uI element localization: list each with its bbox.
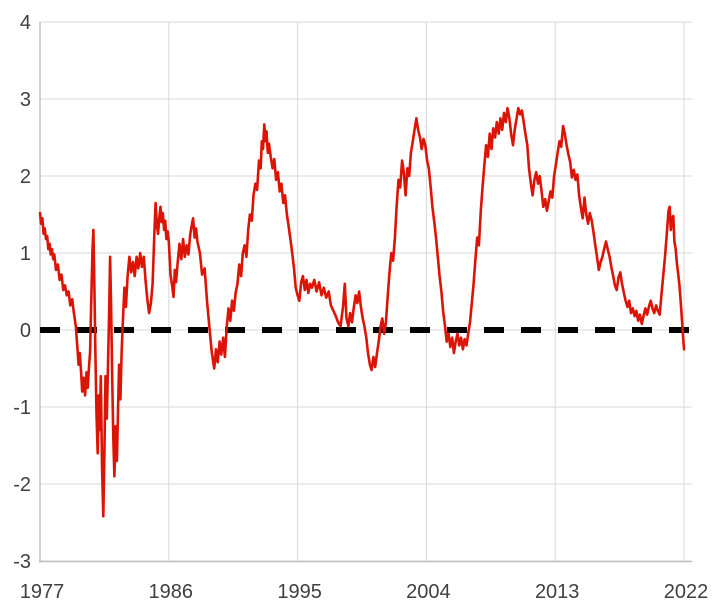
y-tick-label: 1 <box>20 243 31 265</box>
x-tick-label: 1995 <box>277 581 322 603</box>
y-tick-label: -2 <box>13 474 31 496</box>
x-tick-label: 1977 <box>20 581 65 603</box>
y-tick-label: 0 <box>20 320 31 342</box>
y-tick-label: 4 <box>20 12 31 34</box>
series-line <box>38 106 686 518</box>
y-tick-label: 2 <box>20 166 31 188</box>
y-tick-label: -3 <box>13 551 31 573</box>
y-tick-label: -1 <box>13 397 31 419</box>
x-tick-label: 2004 <box>406 581 451 603</box>
x-tick-label: 2022 <box>664 581 709 603</box>
y-tick-label: 3 <box>20 89 31 111</box>
x-tick-label: 2013 <box>535 581 580 603</box>
x-tick-label: 1986 <box>149 581 194 603</box>
